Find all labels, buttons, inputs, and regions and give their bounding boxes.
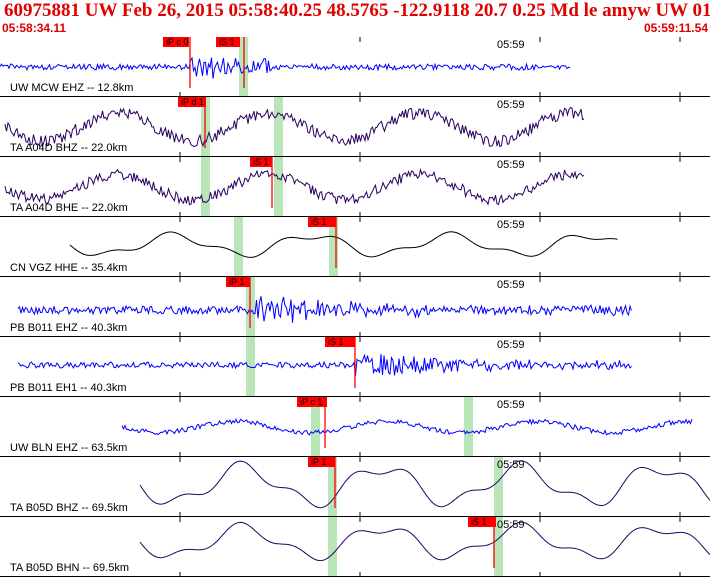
- event-title: 60975881 UW Feb 26, 2015 05:58:40.25 48.…: [4, 0, 710, 21]
- pick-label: iS 1: [311, 217, 327, 227]
- trace-panel[interactable]: iP c 1 05:59 UW BLN EHZ -- 63.5km: [0, 397, 710, 457]
- pick-window: [201, 157, 210, 217]
- trace-panel[interactable]: iP 1 05:59 PB B011 EHZ -- 40.3km: [0, 277, 710, 337]
- trace-label: TA A04D BHE -- 22.0km: [10, 202, 128, 214]
- pick-label-box[interactable]: [250, 157, 272, 167]
- trace-label: UW MCW EHZ -- 12.8km: [10, 82, 133, 94]
- window-end-time: 05:59:11.54: [643, 21, 708, 35]
- pick-window: [494, 457, 503, 517]
- pick-label: iP c 1: [300, 397, 322, 407]
- time-tick-label: 05:59: [497, 279, 525, 291]
- pick-label: iP d 1: [181, 97, 204, 107]
- pick-label-box[interactable]: [226, 277, 250, 287]
- trace-label: UW BLN EHZ -- 63.5km: [10, 442, 127, 454]
- pick-window: [274, 157, 283, 217]
- pick-window: [494, 517, 503, 577]
- trace-label: PB B011 EH1 -- 40.3km: [10, 382, 127, 394]
- time-tick-label: 05:59: [497, 39, 525, 51]
- pick-window: [274, 97, 283, 157]
- pick-label-box[interactable]: [297, 397, 327, 407]
- trace-panel[interactable]: iS 1 05:59 TA B05D BHN -- 69.5km: [0, 517, 710, 577]
- waveform-trace: [17, 353, 632, 376]
- seismogram-plot[interactable]: iP c 0 iS 1 05:59 UW MCW EHZ -- 12.8km iP d …: [0, 37, 710, 578]
- time-tick-label: 05:59: [497, 399, 525, 411]
- pick-label: iS 1: [471, 517, 487, 527]
- window-start-time: 05:58:34.11: [2, 21, 67, 35]
- pick-label-box[interactable]: [308, 217, 336, 227]
- trace-panel[interactable]: iP c 0 iS 1 05:59 UW MCW EHZ -- 12.8km: [0, 37, 710, 97]
- time-tick-label: 05:59: [497, 159, 525, 171]
- trace-panel[interactable]: iS 1 05:59 TA A04D BHE -- 22.0km: [0, 157, 710, 217]
- pick-label: iP 1: [311, 457, 326, 467]
- trace-label: CN VGZ HHE -- 35.4km: [10, 262, 127, 274]
- pick-label-box[interactable]: [163, 37, 189, 47]
- waveform-trace: [4, 167, 585, 206]
- pick-label: iS 1: [253, 157, 269, 167]
- pick-window: [329, 217, 338, 277]
- pick-label-box[interactable]: [178, 97, 206, 107]
- pick-label: iS 1: [219, 37, 235, 47]
- waveform-trace: [0, 56, 571, 79]
- pick-window: [311, 397, 320, 457]
- waveform-trace: [121, 417, 693, 436]
- pick-label: iP 1: [229, 277, 244, 287]
- trace-panel[interactable]: iS 1 05:59 CN VGZ HHE -- 35.4km: [0, 217, 710, 277]
- event-header: 60975881 UW Feb 26, 2015 05:58:40.25 48.…: [0, 0, 710, 36]
- time-tick-label: 05:59: [497, 99, 525, 111]
- trace-label: TA A04D BHZ -- 22.0km: [10, 142, 127, 154]
- trace-panel[interactable]: iP d 1 05:59 TA A04D BHZ -- 22.0km: [0, 97, 710, 157]
- time-tick-label: 05:59: [497, 339, 525, 351]
- pick-label-box[interactable]: [325, 337, 355, 347]
- waveform-trace: [17, 296, 632, 323]
- trace-panel[interactable]: iP 1 05:59 TA B05D BHZ -- 69.5km: [0, 457, 710, 517]
- trace-label: TA B05D BHN -- 69.5km: [10, 562, 129, 574]
- waveform-trace: [69, 231, 618, 258]
- pick-window: [464, 397, 473, 457]
- time-tick-label: 05:59: [497, 459, 525, 471]
- time-tick-label: 05:59: [497, 519, 525, 531]
- time-tick-label: 05:59: [497, 219, 525, 231]
- waveform-trace: [139, 521, 710, 562]
- pick-label-box[interactable]: [308, 457, 335, 467]
- trace-panel[interactable]: iS 1 05:59 PB B011 EH1 -- 40.3km: [0, 337, 710, 397]
- waveform-trace: [4, 106, 585, 148]
- pick-label-box[interactable]: [468, 517, 496, 527]
- pick-label: iP c 0: [166, 37, 188, 47]
- pick-label: iS 1: [328, 337, 344, 347]
- trace-label: TA B05D BHZ -- 69.5km: [10, 502, 128, 514]
- pick-window: [328, 517, 337, 577]
- trace-label: PB B011 EHZ -- 40.3km: [10, 322, 127, 334]
- waveform-trace: [139, 460, 710, 509]
- pick-window: [328, 457, 337, 517]
- pick-label-box[interactable]: [216, 37, 240, 47]
- pick-window: [234, 217, 243, 277]
